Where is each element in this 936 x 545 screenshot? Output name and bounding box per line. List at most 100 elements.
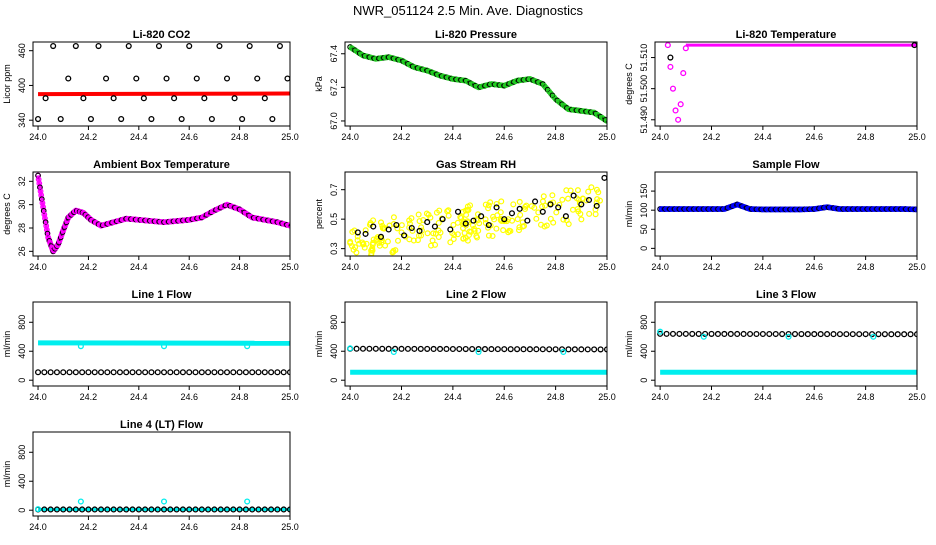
data-point [754,332,759,337]
x-tick-label: 25.0 [598,262,616,272]
x-tick-label: 24.0 [651,262,669,272]
panel-title: Line 2 Flow [446,289,506,301]
y-tick-label: 340 [17,113,27,128]
data-point [361,346,366,351]
data-point [671,86,676,91]
series-rh-2-5-min-avg- [355,175,606,239]
data-point [124,370,129,375]
data-point [130,370,135,375]
data-point [517,206,522,211]
data-point [722,332,727,337]
data-point [664,331,669,336]
data-point [73,44,78,49]
series-ambient-box-temperature [36,173,293,253]
data-point [431,347,436,352]
plot-area [348,175,607,257]
x-tick-label: 24.8 [857,132,875,142]
y-axis-label: degrees C [624,63,634,105]
data-point [262,370,267,375]
data-point [187,44,192,49]
x-tick-label: 24.2 [703,262,721,272]
data-point [716,332,721,337]
data-point [673,108,678,113]
data-point [199,370,204,375]
y-axis-label: ml/min [314,331,324,358]
x-tick-label: 24.2 [703,392,721,402]
data-point [58,117,63,122]
data-point [412,346,417,351]
x-tick-label: 24.8 [857,392,875,402]
data-point [433,224,438,229]
data-point [760,332,765,337]
x-tick-label: 24.6 [180,132,198,142]
y-tick-label: 51.500 [639,75,649,103]
data-point [571,193,576,198]
data-point [105,370,110,375]
y-tick-label: 0.7 [329,183,339,196]
plot-area [348,346,610,372]
y-tick-label: 800 [17,315,27,330]
data-point [677,331,682,336]
panel-title: Li-820 CO2 [133,29,190,41]
data-point [495,347,500,352]
data-point [889,332,894,337]
data-point [217,44,222,49]
data-point [396,238,401,243]
y-axis-label: Licor ppm [2,64,12,104]
data-point [425,231,430,236]
panel-title: Li-820 Temperature [736,29,837,41]
data-point [593,212,598,217]
plot-frame [655,42,917,126]
data-point [61,370,66,375]
data-point [225,370,230,375]
y-tick-label: 50 [639,224,649,234]
data-point [136,370,141,375]
data-point [533,199,538,204]
x-tick-label: 24.0 [29,262,47,272]
x-tick-label: 24.0 [29,392,47,402]
data-point [380,346,385,351]
data-point [451,223,456,228]
data-point [438,347,443,352]
data-point [149,117,154,122]
plot-frame [33,432,290,516]
plot-frame [655,172,917,256]
y-tick-label: 460 [17,43,27,58]
x-tick-label: 24.6 [495,132,513,142]
data-point [515,347,520,352]
data-point [579,347,584,352]
data-point [367,346,372,351]
x-tick-label: 24.8 [857,262,875,272]
data-point [668,64,673,69]
data-point [354,346,359,351]
data-point [118,370,123,375]
data-point [773,332,778,337]
y-axis-label: percent [314,198,324,229]
series-sample-flow [658,202,919,212]
data-point [262,96,267,101]
data-point [748,332,753,337]
data-point [66,76,71,81]
data-point [483,202,488,207]
y-tick-label: 32 [17,176,27,186]
y-tick-label: 26 [17,246,27,256]
data-point [194,76,199,81]
data-point [515,217,520,222]
data-point [231,370,236,375]
data-point [78,499,83,504]
x-tick-label: 25.0 [908,132,926,142]
data-point [863,332,868,337]
data-point [510,211,515,216]
plot-area [36,44,290,122]
panel-title: Line 4 (LT) Flow [120,419,203,431]
y-tick-label: 400 [17,78,27,93]
data-point [709,332,714,337]
data-point [780,332,785,337]
plot-area [348,45,609,124]
x-tick-label: 24.2 [393,132,411,142]
